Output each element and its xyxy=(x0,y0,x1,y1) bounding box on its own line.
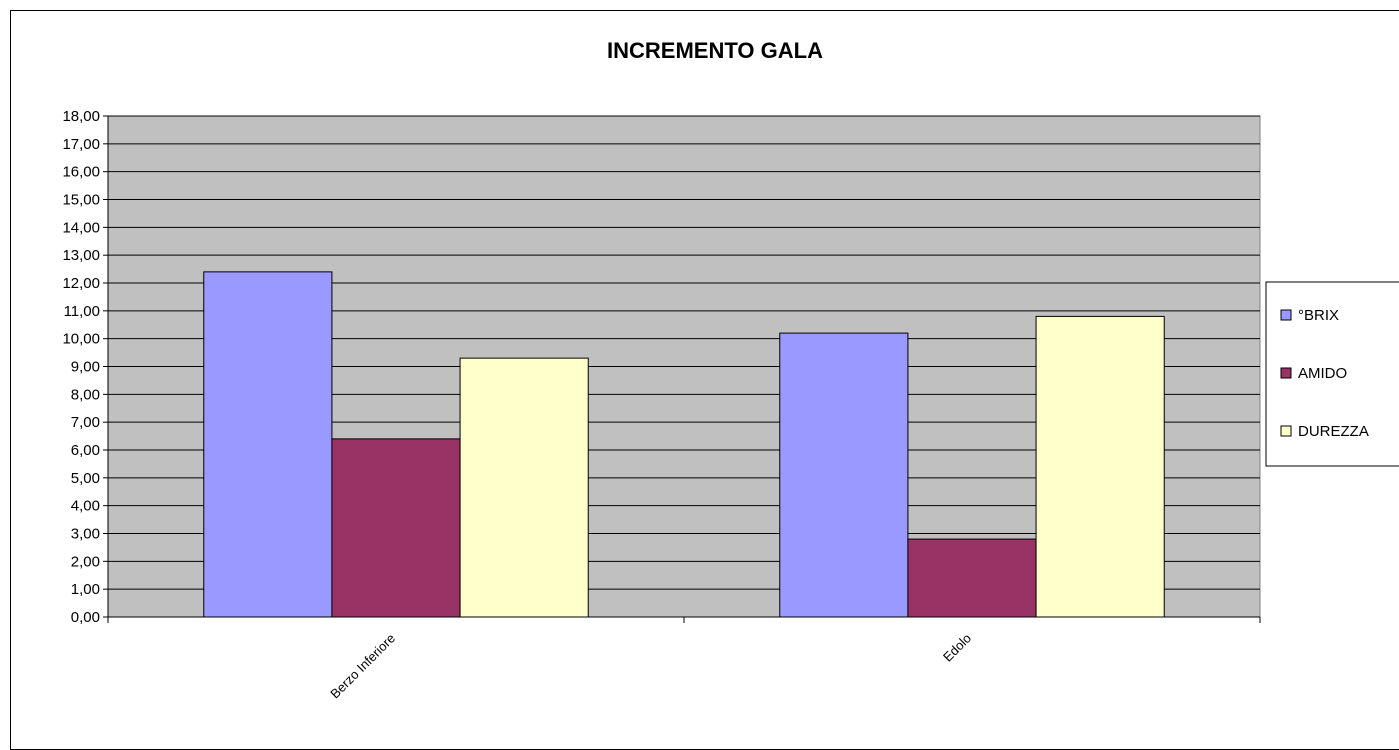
y-tick-label: 11,00 xyxy=(64,303,100,320)
x-tick-label: Edolo xyxy=(940,631,974,665)
y-tick-label: 6,00 xyxy=(71,442,100,459)
legend-swatch xyxy=(1280,425,1292,437)
y-tick-label: 4,00 xyxy=(71,498,100,515)
legend-label: AMIDO xyxy=(1298,365,1347,382)
chart: INCREMENTO GALA 0,00 1,00 2,00 3,00 4,00 5,00… xyxy=(62,38,1399,702)
chart-title: INCREMENTO GALA xyxy=(607,38,823,63)
y-tick-label: 13,00 xyxy=(62,247,100,264)
bar xyxy=(331,438,461,618)
plot-area: 0,00 1,00 2,00 3,00 4,00 5,00 6,00 7,00 8,00 9,00… xyxy=(62,108,1261,702)
bar xyxy=(459,357,589,618)
legend: °BRIX AMIDO DUREZZA xyxy=(1265,281,1399,467)
legend-label: DUREZZA xyxy=(1298,423,1369,440)
bar xyxy=(907,538,1037,618)
x-tick-label: Berzo Inferiore xyxy=(327,631,398,702)
legend-label: °BRIX xyxy=(1298,307,1339,324)
y-tick-label: 3,00 xyxy=(71,526,100,543)
y-tick-label: 1,00 xyxy=(71,581,100,598)
y-tick-label: 2,00 xyxy=(71,553,100,570)
y-tick-label: 8,00 xyxy=(71,386,100,403)
legend-swatch xyxy=(1280,367,1292,379)
y-tick-label: 18,00 xyxy=(62,108,100,125)
bar xyxy=(779,332,909,618)
y-tick-label: 9,00 xyxy=(71,359,100,376)
y-tick-label: 5,00 xyxy=(71,470,100,487)
y-tick-label: 12,00 xyxy=(62,275,100,292)
bar xyxy=(1035,315,1165,618)
y-tick-label: 17,00 xyxy=(62,136,100,153)
y-tick-label: 7,00 xyxy=(71,414,100,431)
y-tick-label: 10,00 xyxy=(62,331,100,348)
y-tick-label: 15,00 xyxy=(62,192,100,209)
y-tick-label: 14,00 xyxy=(62,219,100,236)
y-tick-label: 0,00 xyxy=(71,609,100,626)
bar xyxy=(203,271,333,618)
legend-swatch xyxy=(1280,309,1292,321)
y-tick-label: 16,00 xyxy=(62,164,100,181)
